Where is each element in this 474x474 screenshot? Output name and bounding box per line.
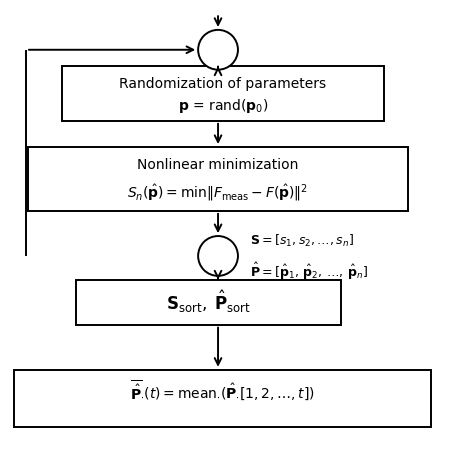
FancyBboxPatch shape	[28, 147, 408, 211]
Text: $\mathbf{p}$ = rand($\mathbf{p}_0$): $\mathbf{p}$ = rand($\mathbf{p}_0$)	[178, 97, 268, 115]
FancyBboxPatch shape	[14, 370, 431, 427]
Circle shape	[198, 236, 238, 276]
Text: $\overline{\hat{\mathbf{P}}}_{\cdot}(t) = \mathrm{mean}_{\cdot}(\hat{\mathbf{P}}: $\overline{\hat{\mathbf{P}}}_{\cdot}(t) …	[130, 378, 315, 401]
Text: $\mathbf{S}_{\mathrm{sort}},\; \hat{\mathbf{P}}_{\mathrm{sort}}$: $\mathbf{S}_{\mathrm{sort}},\; \hat{\mat…	[166, 289, 251, 316]
FancyBboxPatch shape	[62, 66, 384, 121]
Text: Randomization of parameters: Randomization of parameters	[119, 77, 326, 91]
Text: $S_n(\hat{\mathbf{p}}) = \min \| F_{\mathrm{meas}} - F(\hat{\mathbf{p}}) \|^2$: $S_n(\hat{\mathbf{p}}) = \min \| F_{\mat…	[128, 182, 309, 203]
Text: $\hat{\mathbf{P}} = [\hat{\mathbf{p}}_1,\, \hat{\mathbf{p}}_2,\, \ldots,\, \hat{: $\hat{\mathbf{P}} = [\hat{\mathbf{p}}_1,…	[250, 261, 368, 282]
Circle shape	[198, 30, 238, 70]
Text: $\mathbf{S} = [s_1, s_2,\ldots, s_n]$: $\mathbf{S} = [s_1, s_2,\ldots, s_n]$	[250, 233, 354, 249]
FancyBboxPatch shape	[76, 280, 341, 325]
Text: Nonlinear minimization: Nonlinear minimization	[137, 158, 299, 172]
